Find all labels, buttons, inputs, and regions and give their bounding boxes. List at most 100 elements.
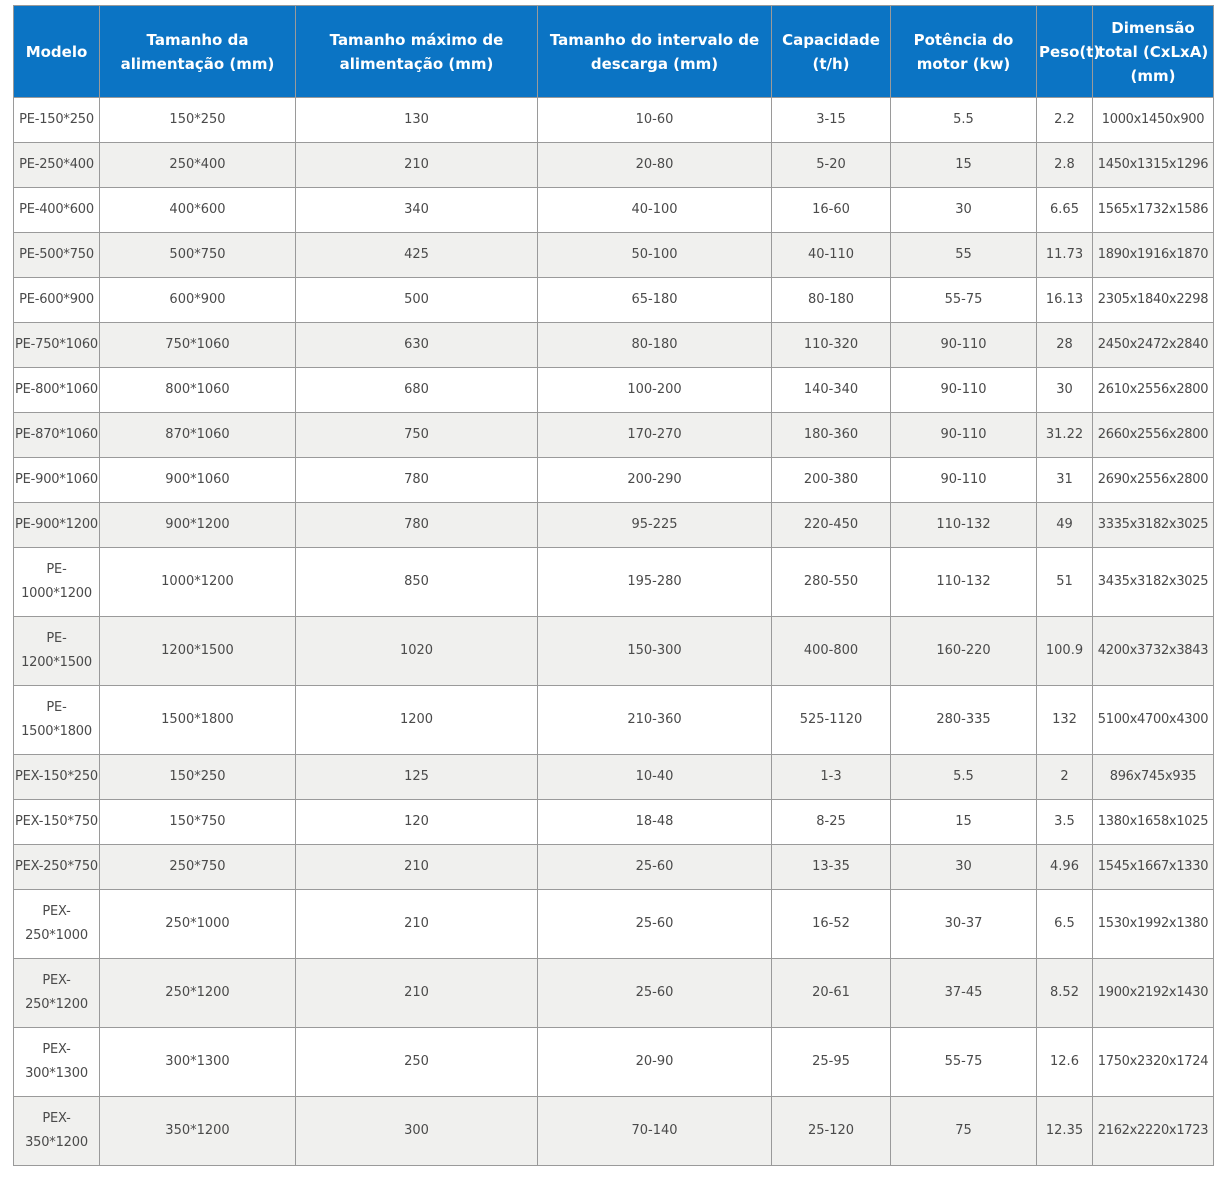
cell-model: PE-1000*1200	[13, 547, 100, 617]
cell-overall-dimension: 1450x1315x1296	[1092, 142, 1214, 188]
cell-weight: 28	[1036, 322, 1093, 368]
cell-feed-size: 250*400	[99, 142, 296, 188]
cell-motor-power: 30-37	[890, 889, 1037, 959]
header-tamanho-alimentacao: Tamanho da alimentação (mm)	[99, 5, 296, 98]
table-row: PEX-150*750 150*750 120 18-48 8-25 15 3.5 1380x…	[13, 799, 1214, 845]
cell-capacity: 25-95	[771, 1027, 891, 1097]
cell-motor-power: 30	[890, 844, 1037, 890]
table-row: PE-150*250 150*250 130 10-60 3-15 5.5 2.2 1000x…	[13, 97, 1214, 143]
cell-motor-power: 110-132	[890, 502, 1037, 548]
cell-weight: 31	[1036, 457, 1093, 503]
cell-overall-dimension: 1900x2192x1430	[1092, 958, 1214, 1028]
cell-discharge-range: 10-60	[537, 97, 772, 143]
cell-discharge-range: 40-100	[537, 187, 772, 233]
cell-weight: 132	[1036, 685, 1093, 755]
cell-capacity: 16-60	[771, 187, 891, 233]
cell-max-feed-size: 750	[295, 412, 538, 458]
cell-capacity: 3-15	[771, 97, 891, 143]
cell-weight: 51	[1036, 547, 1093, 617]
cell-discharge-range: 10-40	[537, 754, 772, 800]
cell-capacity: 25-120	[771, 1096, 891, 1166]
cell-overall-dimension: 1750x2320x1724	[1092, 1027, 1214, 1097]
cell-max-feed-size: 120	[295, 799, 538, 845]
cell-discharge-range: 20-90	[537, 1027, 772, 1097]
cell-motor-power: 37-45	[890, 958, 1037, 1028]
cell-motor-power: 90-110	[890, 367, 1037, 413]
cell-model: PE-750*1060	[13, 322, 100, 368]
table-row: PEX-250*1000 250*1000 210 25-60 16-52 30-37 6.…	[13, 889, 1214, 959]
cell-discharge-range: 20-80	[537, 142, 772, 188]
cell-feed-size: 150*750	[99, 799, 296, 845]
header-intervalo-descarga: Tamanho do intervalo de descarga (mm)	[537, 5, 772, 98]
table-row: PE-250*400 250*400 210 20-80 5-20 15 2.8 1450x1…	[13, 142, 1214, 188]
cell-weight: 3.5	[1036, 799, 1093, 845]
cell-capacity: 16-52	[771, 889, 891, 959]
cell-capacity: 80-180	[771, 277, 891, 323]
cell-feed-size: 900*1060	[99, 457, 296, 503]
cell-feed-size: 150*250	[99, 754, 296, 800]
cell-discharge-range: 100-200	[537, 367, 772, 413]
cell-feed-size: 800*1060	[99, 367, 296, 413]
cell-weight: 11.73	[1036, 232, 1093, 278]
cell-overall-dimension: 2305x1840x2298	[1092, 277, 1214, 323]
table-row: PE-600*900 600*900 500 65-180 80-180 55-75 16.…	[13, 277, 1214, 323]
cell-feed-size: 250*1000	[99, 889, 296, 959]
cell-model: PE-900*1060	[13, 457, 100, 503]
cell-capacity: 40-110	[771, 232, 891, 278]
cell-discharge-range: 25-60	[537, 889, 772, 959]
cell-feed-size: 250*750	[99, 844, 296, 890]
cell-overall-dimension: 2660x2556x2800	[1092, 412, 1214, 458]
cell-capacity: 280-550	[771, 547, 891, 617]
table-row: PEX-150*250 150*250 125 10-40 1-3 5.5 2 896x745…	[13, 754, 1214, 800]
cell-motor-power: 90-110	[890, 322, 1037, 368]
cell-feed-size: 900*1200	[99, 502, 296, 548]
table-row: PE-500*750 500*750 425 50-100 40-110 55 11.73 1…	[13, 232, 1214, 278]
cell-motor-power: 55-75	[890, 277, 1037, 323]
cell-model: PEX-250*750	[13, 844, 100, 890]
cell-model: PE-400*600	[13, 187, 100, 233]
cell-model: PE-600*900	[13, 277, 100, 323]
cell-capacity: 180-360	[771, 412, 891, 458]
cell-feed-size: 500*750	[99, 232, 296, 278]
cell-overall-dimension: 4200x3732x3843	[1092, 616, 1214, 686]
cell-motor-power: 55-75	[890, 1027, 1037, 1097]
table-row: PE-900*1200 900*1200 780 95-225 220-450 110-1…	[13, 502, 1214, 548]
cell-max-feed-size: 630	[295, 322, 538, 368]
cell-weight: 6.5	[1036, 889, 1093, 959]
header-potencia-motor: Potência do motor (kw)	[890, 5, 1037, 98]
cell-max-feed-size: 210	[295, 958, 538, 1028]
cell-discharge-range: 170-270	[537, 412, 772, 458]
cell-model: PEX-250*1200	[13, 958, 100, 1028]
cell-overall-dimension: 3435x3182x3025	[1092, 547, 1214, 617]
cell-model: PE-1500*1800	[13, 685, 100, 755]
cell-model: PE-250*400	[13, 142, 100, 188]
cell-feed-size: 600*900	[99, 277, 296, 323]
cell-motor-power: 110-132	[890, 547, 1037, 617]
table-row: PEX-250*1200 250*1200 210 25-60 20-61 37-45 8.…	[13, 958, 1214, 1028]
cell-motor-power: 5.5	[890, 97, 1037, 143]
cell-overall-dimension: 896x745x935	[1092, 754, 1214, 800]
cell-overall-dimension: 1380x1658x1025	[1092, 799, 1214, 845]
cell-discharge-range: 65-180	[537, 277, 772, 323]
cell-feed-size: 350*1200	[99, 1096, 296, 1166]
cell-discharge-range: 210-360	[537, 685, 772, 755]
cell-overall-dimension: 3335x3182x3025	[1092, 502, 1214, 548]
cell-discharge-range: 18-48	[537, 799, 772, 845]
table-row: PE-400*600 400*600 340 40-100 16-60 30 6.65 156…	[13, 187, 1214, 233]
cell-overall-dimension: 1565x1732x1586	[1092, 187, 1214, 233]
cell-motor-power: 280-335	[890, 685, 1037, 755]
cell-discharge-range: 50-100	[537, 232, 772, 278]
cell-feed-size: 870*1060	[99, 412, 296, 458]
cell-weight: 16.13	[1036, 277, 1093, 323]
cell-capacity: 20-61	[771, 958, 891, 1028]
table-header-row: Modelo Tamanho da alimentação (mm) Taman…	[13, 5, 1214, 98]
cell-model: PE-900*1200	[13, 502, 100, 548]
table-row: PE-1000*1200 1000*1200 850 195-280 280-550 11…	[13, 547, 1214, 617]
header-dimensao-total: Dimensão total (CxLxA)(mm)	[1092, 5, 1214, 98]
cell-capacity: 1-3	[771, 754, 891, 800]
cell-feed-size: 150*250	[99, 97, 296, 143]
cell-max-feed-size: 500	[295, 277, 538, 323]
cell-motor-power: 90-110	[890, 412, 1037, 458]
cell-model: PE-150*250	[13, 97, 100, 143]
cell-overall-dimension: 5100x4700x4300	[1092, 685, 1214, 755]
